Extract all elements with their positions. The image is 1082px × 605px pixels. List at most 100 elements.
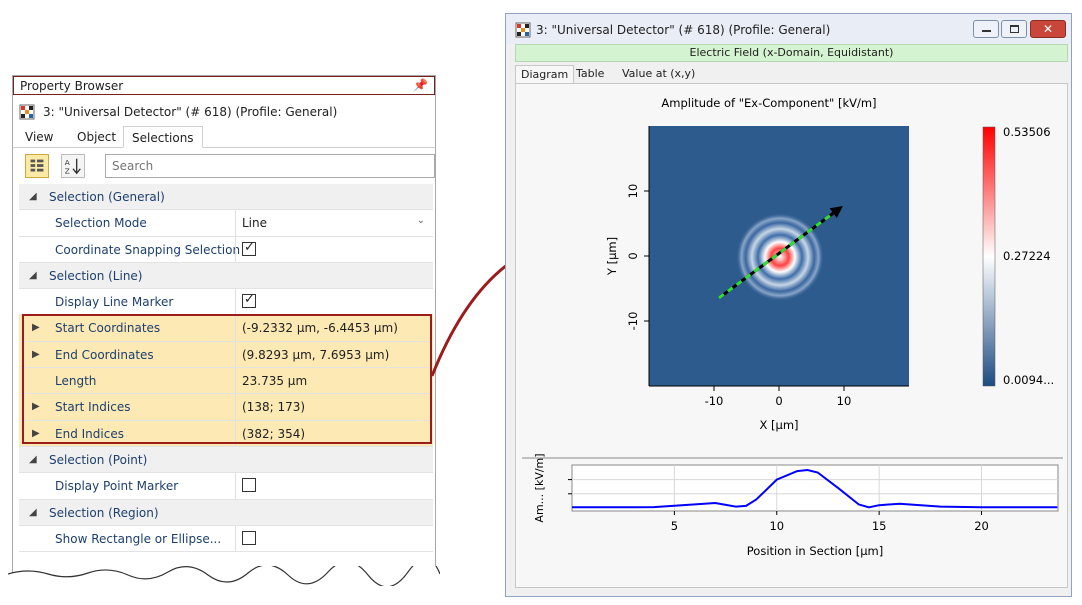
collapse-icon[interactable]: ◢ [29, 506, 37, 518]
display-line-marker-checkbox[interactable] [242, 292, 256, 309]
expand-icon[interactable]: ▶ [32, 348, 40, 360]
tab-bar: View Object Selections [13, 126, 435, 148]
detector-icon [515, 22, 531, 38]
property-label: Selection Mode [55, 216, 147, 231]
y-tick-label: -10 [626, 312, 640, 331]
close-button[interactable]: ✕ [1030, 20, 1066, 38]
maximize-icon [1010, 25, 1019, 33]
object-title: 3: "Universal Detector" (# 618) (Profile… [43, 105, 338, 119]
y-tick-label: 0 [626, 252, 640, 259]
start-coordinates-value[interactable]: (-9.2332 µm, -6.4453 µm) [235, 315, 433, 341]
selection-line-dashes [718, 211, 835, 300]
diagram-canvas: Amplitude of "Ex-Component" [kV/m] -10 0 1… [522, 96, 1063, 558]
category-selection-general[interactable]: ◢ Selection (General) [19, 184, 433, 211]
x-tick-label: 0 [775, 394, 782, 408]
property-label: Display Point Marker [55, 479, 179, 494]
row-display-point-marker: Display Point Marker [19, 473, 433, 500]
category-selection-point[interactable]: ◢ Selection (Point) [19, 446, 433, 474]
pin-icon[interactable]: 📌 [413, 78, 428, 92]
row-display-line-marker: Display Line Marker [19, 289, 433, 316]
category-label: Selection (Line) [49, 268, 143, 283]
collapse-icon[interactable]: ◢ [29, 269, 37, 281]
row-end-coordinates: ▶ End Coordinates (9.8293 µm, 7.6953 µm) [19, 341, 433, 369]
x-axis-label: X [µm] [759, 418, 798, 432]
tab-object[interactable]: Object [77, 130, 117, 144]
property-label: End Coordinates [55, 347, 154, 362]
row-length: Length 23.735 µm [19, 368, 433, 395]
show-rect-ellipse-checkbox[interactable] [242, 530, 256, 545]
dropdown-value: Line [242, 216, 268, 231]
start-indices-value[interactable]: (138; 173) [235, 394, 433, 420]
end-indices-value[interactable]: (382; 354) [235, 420, 433, 446]
x-tick-label: -10 [705, 394, 724, 408]
category-label: Selection (Region) [49, 505, 159, 520]
line-plot-y-label: Am... [kV/m] [533, 453, 546, 522]
expand-icon[interactable]: ▶ [32, 401, 40, 413]
checkbox-cell [235, 289, 433, 315]
line-plot-x-label: Position in Section [µm] [747, 544, 883, 558]
row-start-coordinates: ▶ Start Coordinates (-9.2332 µm, -6.4453… [19, 315, 433, 342]
length-value: 23.735 µm [235, 368, 433, 394]
tab-table[interactable]: Table [576, 67, 605, 80]
svg-text:A: A [65, 158, 70, 167]
row-selection-mode: Selection Mode Line ⌄ [19, 210, 433, 237]
x-tick-label: 20 [974, 519, 989, 533]
tab-selections[interactable]: Selections [123, 126, 203, 148]
coordinate-snapping-checkbox[interactable] [242, 240, 256, 256]
category-selection-line[interactable]: ◢ Selection (Line) [19, 262, 433, 290]
category-label: Selection (General) [49, 190, 165, 204]
object-header: 3: "Universal Detector" (# 618) (Profile… [19, 103, 337, 121]
selection-mode-dropdown[interactable]: Line ⌄ [235, 210, 433, 236]
tab-diagram[interactable]: Diagram [515, 65, 575, 83]
colorbar-mid: 0.27224 [1003, 249, 1051, 263]
category-selection-region[interactable]: ◢ Selection (Region) [19, 499, 433, 526]
collapse-icon[interactable]: ◢ [29, 453, 37, 465]
panel-titlebar: Property Browser 📌 [13, 76, 435, 95]
checkbox-cell [235, 473, 433, 499]
expand-icon[interactable]: ▶ [32, 427, 40, 439]
collapse-icon[interactable]: ◢ [29, 191, 37, 202]
line-plot-grid [568, 465, 1058, 511]
tab-value-at-xy[interactable]: Value at (x,y) [622, 67, 696, 80]
row-start-indices: ▶ Start Indices (138; 173) [19, 394, 433, 421]
property-label: End Indices [55, 426, 124, 441]
maximize-button[interactable] [1001, 20, 1027, 38]
x-tick-label: 10 [769, 519, 784, 533]
property-label: Coordinate Snapping Selection [55, 242, 241, 257]
property-label: Start Coordinates [55, 321, 161, 336]
x-tick-label: 5 [671, 519, 678, 533]
amplitude-line [572, 468, 1058, 509]
property-browser-panel: Property Browser 📌 3: "Universal Detecto… [12, 75, 436, 580]
panel-title: Property Browser [20, 79, 124, 93]
minimize-icon [982, 30, 991, 32]
categorized-view-icon[interactable] [25, 154, 49, 178]
torn-edge [8, 566, 440, 586]
colorbar-min: 0.0094... [1003, 373, 1054, 387]
display-point-marker-checkbox[interactable] [242, 478, 256, 493]
x-axis-ticks: -10 0 10 [705, 386, 851, 408]
y-axis-label: Y [µm] [605, 237, 619, 276]
property-label: Start Indices [55, 400, 131, 415]
y-tick-label: 10 [626, 184, 640, 199]
selection-line-arrowhead [829, 205, 843, 218]
minimize-button[interactable] [973, 20, 999, 38]
field-type-banner: Electric Field (x-Domain, Equidistant) [515, 44, 1068, 62]
window-titlebar: 3: "Universal Detector" (# 618) (Profile… [506, 14, 1071, 44]
property-label: Display Line Marker [55, 295, 174, 310]
property-label: Length [55, 374, 97, 389]
y-axis-ticks: -10 0 10 [626, 184, 649, 331]
search-input[interactable] [105, 154, 435, 178]
colorbar[interactable] [982, 126, 996, 387]
tab-view[interactable]: View [25, 130, 54, 144]
checkbox-cell [235, 525, 433, 552]
checkbox-cell [235, 236, 433, 262]
chevron-down-icon: ⌄ [416, 215, 425, 227]
heatmap-title: Amplitude of "Ex-Component" [kV/m] [661, 96, 876, 110]
end-coordinates-value[interactable]: (9.8293 µm, 7.6953 µm) [235, 341, 433, 368]
property-grid: ◢ Selection (General) Selection Mode Lin… [19, 184, 433, 553]
expand-icon[interactable]: ▶ [32, 322, 40, 334]
field-spot [736, 213, 824, 301]
highlight-frame [22, 314, 432, 444]
